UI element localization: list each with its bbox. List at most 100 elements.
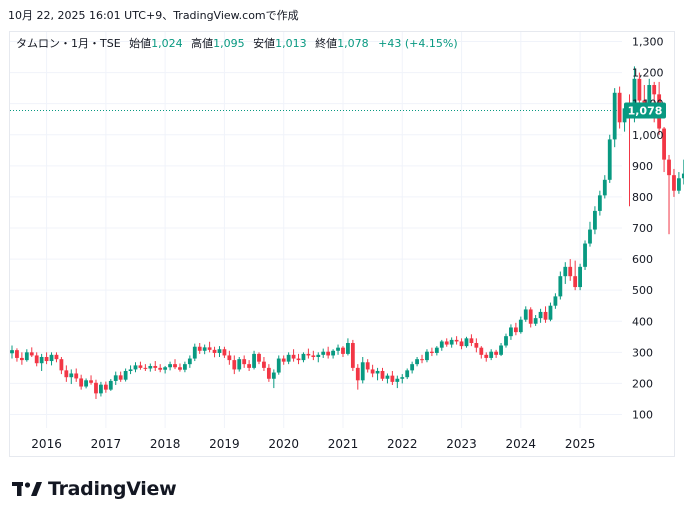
candle xyxy=(597,190,602,216)
candle-body xyxy=(331,350,335,356)
candle xyxy=(301,352,306,363)
candle xyxy=(494,349,499,358)
x-tick-label: 2019 xyxy=(209,437,240,451)
candle-body xyxy=(118,375,123,380)
candle xyxy=(266,364,271,382)
candle-body xyxy=(153,366,158,368)
y-tick-label: 100 xyxy=(632,409,653,422)
candle xyxy=(296,353,301,365)
candle-body xyxy=(489,351,494,358)
candle-body xyxy=(667,159,671,176)
candle xyxy=(331,349,335,359)
candle xyxy=(306,348,311,359)
candle xyxy=(99,381,103,397)
candle-body xyxy=(469,338,474,344)
candle-body xyxy=(187,358,192,365)
candle-body xyxy=(54,354,59,360)
candle-body xyxy=(301,353,306,361)
candle xyxy=(108,379,113,391)
candle-body xyxy=(34,355,39,364)
candle-body xyxy=(29,352,34,356)
candle xyxy=(439,339,444,351)
y-tick-label: 900 xyxy=(632,160,653,173)
tradingview-brand[interactable]: TradingView xyxy=(12,477,177,501)
gridlines xyxy=(10,32,622,428)
candle-body xyxy=(133,365,138,370)
candle xyxy=(543,306,548,323)
candle-body xyxy=(346,343,350,354)
candle xyxy=(558,271,563,300)
candle-body xyxy=(593,210,597,230)
candle-body xyxy=(420,359,424,361)
candle xyxy=(346,338,350,356)
change-value: +43 (+4.15%) xyxy=(378,37,458,50)
candle-body xyxy=(44,356,49,362)
y-tick-label: 800 xyxy=(632,191,653,204)
candle xyxy=(44,352,49,365)
snapshot-timestamp: 10月 22, 2025 16:01 UTC+9、TradingView.com… xyxy=(8,9,299,22)
candle-body xyxy=(548,305,553,320)
candle-body xyxy=(89,380,93,383)
candle-body xyxy=(281,358,286,362)
candle xyxy=(113,371,118,385)
x-tick-label: 2024 xyxy=(506,437,537,451)
y-tick-label: 1,300 xyxy=(632,36,664,49)
candle-body xyxy=(113,375,118,381)
candle xyxy=(434,346,439,356)
candle xyxy=(128,365,133,375)
candle-body xyxy=(454,339,459,342)
candle-body xyxy=(192,346,197,359)
chart-legend: タムロン・1月・TSE 始値1,024 高値1,095 安値1,013 終値1,… xyxy=(16,35,458,51)
last-price-badge-group: 1,078 xyxy=(624,102,666,119)
candle-body xyxy=(578,266,582,288)
candle-body xyxy=(39,356,44,364)
candle-body xyxy=(612,92,617,140)
x-tick-label: 2022 xyxy=(387,437,418,451)
candle xyxy=(568,259,573,281)
candle-body xyxy=(316,354,321,357)
candle-body xyxy=(459,341,464,347)
candle-body xyxy=(494,351,499,355)
candle-body xyxy=(647,85,652,107)
y-tick-label: 600 xyxy=(632,253,653,266)
candle-body xyxy=(286,354,291,362)
candle-body xyxy=(276,358,281,373)
candle-body xyxy=(306,353,311,356)
candle xyxy=(528,307,533,328)
y-tick-label: 1,200 xyxy=(632,67,664,80)
candle xyxy=(286,352,291,365)
candle xyxy=(163,366,168,374)
candle xyxy=(271,369,276,389)
candle-body xyxy=(395,378,400,382)
x-tick-label: 2020 xyxy=(268,437,299,451)
candle xyxy=(410,361,415,374)
candle-body xyxy=(425,351,429,361)
candle-body xyxy=(637,78,642,101)
candle-body xyxy=(518,319,523,333)
candle xyxy=(578,263,582,291)
candle-body xyxy=(513,327,518,333)
candle xyxy=(54,352,59,363)
candle-body xyxy=(94,382,98,394)
candle xyxy=(247,360,252,371)
candle xyxy=(133,362,138,373)
candle xyxy=(370,364,375,378)
candle xyxy=(29,347,34,357)
candle-body xyxy=(69,373,74,378)
candle xyxy=(217,346,222,357)
low-value: 1,013 xyxy=(275,37,307,50)
candle xyxy=(474,338,479,353)
candle-body xyxy=(390,375,395,382)
candle xyxy=(573,260,578,291)
candle xyxy=(607,134,612,183)
candle-body xyxy=(355,367,360,381)
candle xyxy=(375,367,380,381)
y-tick-label: 300 xyxy=(632,346,653,359)
x-tick-label: 2017 xyxy=(91,437,122,451)
candle-body xyxy=(326,351,331,356)
candle-body xyxy=(207,347,212,350)
candle xyxy=(553,293,558,309)
candle-body xyxy=(341,347,345,354)
open-value: 1,024 xyxy=(151,37,183,50)
